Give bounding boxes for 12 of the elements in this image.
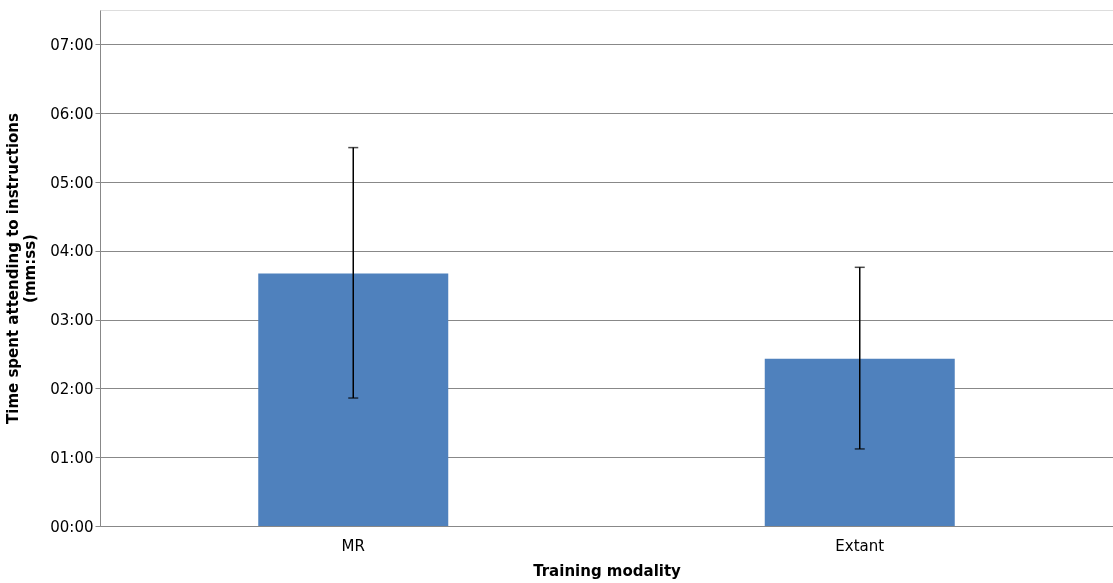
x-axis-title: Training modality (533, 561, 682, 580)
y-tick-label: 03:00 (50, 311, 94, 330)
y-tick-label: 01:00 (50, 448, 94, 467)
x-tick-label: MR (341, 536, 365, 555)
y-tick-label: 04:00 (50, 242, 94, 261)
y-tick-label: 06:00 (50, 104, 94, 123)
y-tick-label: 02:00 (50, 379, 94, 398)
y-axis-title: Time spent attending to instructions (mm:ss) (4, 112, 40, 424)
y-tick-label: 00:00 (50, 517, 94, 536)
y-tick-label: 05:00 (50, 173, 94, 192)
x-tick-label: Extant (835, 536, 885, 555)
y-tick-label: 07:00 (50, 35, 94, 54)
